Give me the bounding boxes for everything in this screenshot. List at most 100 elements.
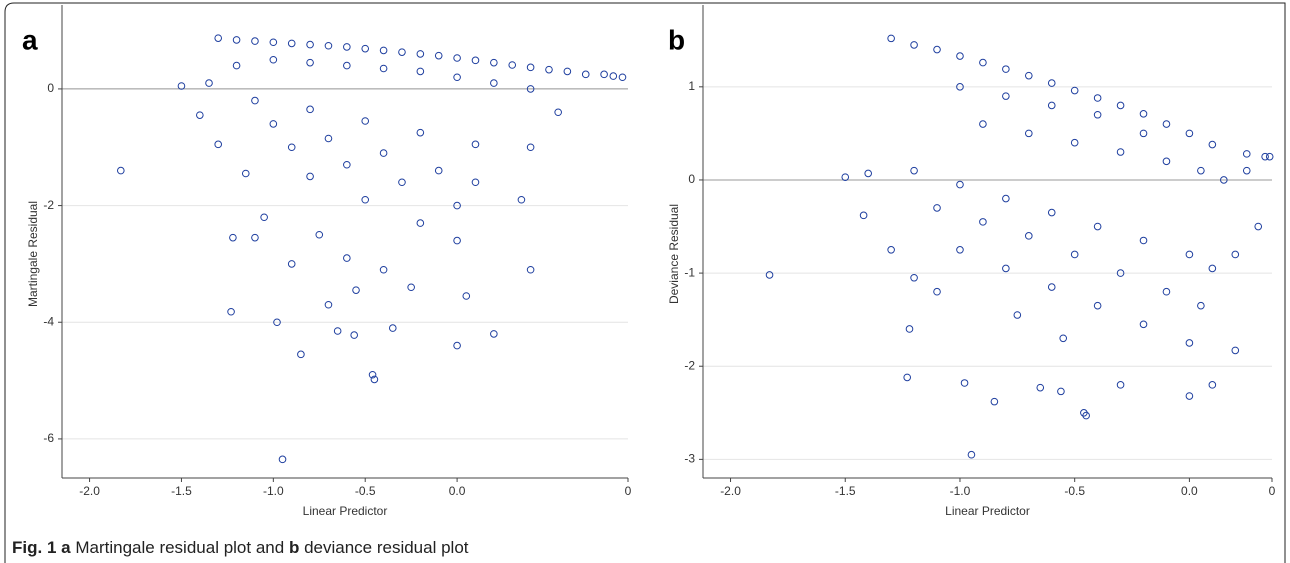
point: [471, 140, 480, 149]
point: [864, 169, 872, 178]
point: [379, 265, 388, 274]
point: [333, 327, 342, 335]
point: [269, 120, 278, 128]
y-axis-label: Deviance Residual: [667, 204, 681, 304]
point: [229, 233, 237, 242]
point: [1185, 392, 1194, 400]
point: [306, 172, 314, 181]
y-axis-label: Martingale Residual: [26, 201, 40, 307]
point: [177, 82, 186, 90]
point: [887, 34, 895, 43]
point: [1059, 334, 1068, 343]
point: [609, 72, 618, 80]
point: [1057, 387, 1065, 396]
point: [1047, 208, 1056, 217]
x-tick-label: 0: [1269, 484, 1276, 498]
point: [350, 331, 358, 339]
point: [361, 195, 370, 204]
point: [933, 204, 941, 212]
point: [910, 41, 918, 49]
caption-part: a: [61, 538, 71, 557]
point: [379, 149, 388, 157]
point: [956, 246, 964, 254]
point: [306, 105, 314, 114]
point: [269, 38, 278, 47]
point: [241, 169, 250, 178]
point: [887, 246, 895, 254]
point: [956, 83, 964, 91]
y-tick-label: 0: [688, 172, 695, 186]
point: [1070, 250, 1079, 259]
point: [1197, 301, 1205, 310]
point: [453, 54, 461, 62]
point: [1070, 138, 1079, 147]
point: [1208, 140, 1217, 149]
point: [490, 58, 498, 67]
y-tick-label: -1: [684, 265, 695, 279]
point: [956, 180, 964, 189]
point: [563, 67, 572, 76]
point: [214, 34, 223, 42]
point: [287, 143, 296, 152]
point: [306, 58, 314, 67]
point: [765, 271, 774, 279]
point: [273, 318, 281, 327]
point: [1036, 383, 1045, 392]
point: [1139, 320, 1148, 329]
x-tick-label: -1.0: [950, 484, 971, 498]
point: [297, 350, 305, 359]
point: [251, 96, 259, 105]
point: [251, 233, 259, 242]
panel-label: b: [668, 24, 685, 55]
point: [903, 373, 911, 382]
y-tick-label: -6: [43, 431, 54, 445]
point: [554, 108, 562, 117]
y-tick-label: -4: [43, 314, 54, 328]
caption-part: deviance residual plot: [304, 538, 469, 557]
x-tick-label: -0.5: [1064, 484, 1085, 498]
point: [324, 300, 333, 309]
x-tick-label: -1.5: [835, 484, 856, 498]
point: [1002, 194, 1010, 203]
point: [368, 370, 377, 379]
point: [1093, 301, 1102, 310]
point: [287, 260, 296, 268]
point: [910, 273, 918, 282]
point: [407, 283, 415, 292]
x-tick-label: -0.5: [355, 484, 376, 498]
x-tick-label: 0: [625, 484, 632, 498]
point: [232, 61, 241, 70]
point: [1220, 176, 1228, 184]
point: [979, 58, 987, 67]
point: [1024, 129, 1033, 138]
point: [434, 166, 443, 175]
point: [278, 455, 287, 464]
point: [1070, 86, 1079, 95]
point: [416, 67, 425, 76]
y-tick-label: -2: [43, 198, 54, 212]
point: [117, 166, 125, 175]
point: [1116, 269, 1125, 277]
point: [1116, 148, 1125, 156]
point: [545, 65, 553, 74]
point: [859, 211, 868, 220]
point: [453, 341, 461, 350]
point: [1002, 264, 1010, 273]
point: [581, 70, 590, 79]
frame: [4, 2, 1286, 563]
point: [600, 70, 608, 79]
point: [933, 287, 941, 296]
point: [1242, 150, 1251, 158]
point: [1162, 120, 1171, 128]
point: [462, 292, 471, 300]
point: [618, 73, 627, 82]
point: [1082, 411, 1090, 420]
point: [990, 397, 999, 406]
y-tick-label: 0: [47, 81, 54, 95]
y-tick-label: -3: [684, 452, 695, 466]
point: [453, 236, 461, 245]
x-tick-label: -1.0: [263, 484, 284, 498]
point: [490, 330, 498, 338]
point: [398, 178, 406, 187]
panel-label: a: [22, 24, 38, 55]
